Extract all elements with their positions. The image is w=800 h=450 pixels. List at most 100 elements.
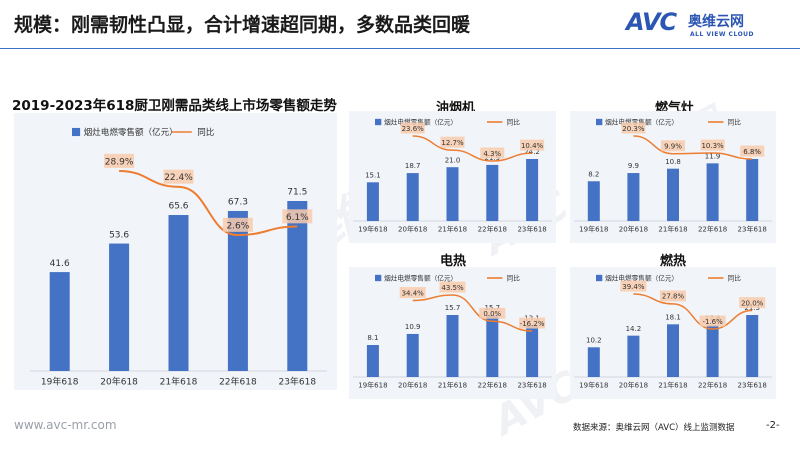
x-tick-label: 23年618 bbox=[278, 376, 316, 388]
yoy-label-box bbox=[699, 315, 726, 327]
bar bbox=[109, 243, 130, 371]
bar bbox=[667, 168, 679, 221]
legend-label-bar: 烟灶电燃零售额（亿元） bbox=[84, 126, 178, 138]
chart-title-gas-water-heater: 燃热 bbox=[660, 254, 687, 269]
legend-label-line: 同比 bbox=[507, 117, 521, 126]
x-tick-label: 23年618 bbox=[517, 225, 546, 234]
yoy-label-box bbox=[739, 297, 766, 309]
bar bbox=[746, 159, 759, 221]
x-tick-label: 23年618 bbox=[738, 225, 767, 234]
x-tick-label: 21年618 bbox=[658, 381, 687, 390]
yoy-label-box bbox=[104, 153, 135, 168]
yoy-line bbox=[633, 293, 753, 330]
bar-value-label: 18.1 bbox=[665, 313, 681, 321]
yoy-label-box bbox=[620, 280, 647, 292]
bar bbox=[168, 215, 189, 371]
bar-value-label: 71.5 bbox=[287, 188, 307, 198]
yoy-label: 10.3% bbox=[701, 142, 724, 150]
yoy-label: 43.5% bbox=[441, 284, 464, 292]
bar bbox=[406, 333, 419, 377]
x-tick-label: 20年618 bbox=[398, 381, 427, 390]
bar-value-label: 24.2 bbox=[524, 148, 540, 156]
bar bbox=[667, 324, 679, 377]
main-chart-panel: 烟灶电燃零售额（亿元） 同比 41.6 19年618 53.6 20年618 65.6 21年… bbox=[14, 113, 337, 390]
page-title: 规模：刚需韧性凸显，合计增速超同期，多数品类回暖 bbox=[14, 14, 471, 36]
bar bbox=[366, 345, 379, 377]
chart-panel-gas-water-heater: 烟灶电燃零售额（亿元） 同比 10.2 19年618 14.2 20年618 18.1 21年… bbox=[570, 267, 776, 399]
legend-label-line: 同比 bbox=[728, 273, 742, 282]
bar bbox=[49, 272, 70, 371]
x-tick-label: 21年618 bbox=[438, 381, 467, 390]
page-number: -2- bbox=[766, 420, 780, 431]
x-tick-label: 20年618 bbox=[619, 225, 648, 234]
x-tick-label: 20年618 bbox=[398, 225, 427, 234]
bar bbox=[486, 164, 499, 221]
logo-english-name: ALL VIEW CLOUD bbox=[690, 31, 755, 38]
bar-value-label: 10.2 bbox=[586, 336, 602, 344]
bar-value-label: 8.2 bbox=[588, 170, 599, 178]
bar-value-label: 15.7 bbox=[445, 304, 461, 312]
yoy-label: 2.6% bbox=[226, 221, 249, 231]
yoy-line bbox=[119, 170, 298, 237]
avc-logo: AVC 奥维云网 ALL VIEW CLOUD bbox=[626, 8, 766, 44]
yoy-label: 34.4% bbox=[402, 289, 425, 297]
yoy-label: 20.0% bbox=[741, 299, 764, 307]
legend-swatch-bar bbox=[375, 118, 382, 126]
legend-label-line: 同比 bbox=[728, 117, 742, 126]
bar bbox=[446, 315, 459, 377]
gas-stove-chart: 烟灶电燃零售额（亿元） 同比 8.2 19年618 9.9 20年618 10.8 21年61… bbox=[574, 117, 772, 234]
yoy-label-box bbox=[660, 290, 686, 302]
electric-water-heater-chart: 烟灶电燃零售额（亿元） 同比 8.1 19年618 10.9 20年618 15.7 21年6… bbox=[353, 273, 552, 390]
x-tick-label: 21年618 bbox=[438, 225, 467, 234]
bar bbox=[746, 315, 759, 377]
yoy-label-box bbox=[621, 122, 646, 134]
bar bbox=[627, 173, 640, 221]
range-hood-chart: 烟灶电燃零售额（亿元） 同比 15.1 19年618 18.7 20年618 21.0 21年… bbox=[353, 117, 552, 234]
bar-value-label: 10.9 bbox=[405, 323, 421, 331]
bar bbox=[587, 181, 600, 221]
bar-value-label: 67.3 bbox=[228, 198, 248, 208]
yoy-label-box bbox=[439, 281, 466, 293]
yoy-label: -1.6% bbox=[702, 318, 723, 326]
bar bbox=[287, 201, 308, 371]
x-tick-label: 19年618 bbox=[579, 225, 608, 234]
legend-swatch-bar bbox=[375, 274, 382, 282]
legend-swatch-bar bbox=[72, 127, 81, 137]
bar-value-label: 65.6 bbox=[168, 202, 188, 212]
bar-value-label: 15.1 bbox=[365, 171, 381, 179]
x-tick-label: 21年618 bbox=[658, 225, 687, 234]
yoy-label: 28.9% bbox=[105, 157, 134, 167]
bar-value-label: 41.6 bbox=[50, 259, 70, 269]
yoy-label-box bbox=[661, 140, 685, 152]
yoy-label: 10.4% bbox=[521, 142, 544, 150]
bar-value-label: 14.2 bbox=[626, 325, 642, 333]
x-tick-label: 21年618 bbox=[160, 376, 198, 388]
legend-label-bar: 烟灶电燃零售额（亿元） bbox=[384, 273, 457, 282]
bar-value-label: 11.9 bbox=[705, 152, 721, 160]
legend-swatch-bar bbox=[596, 274, 603, 282]
chart-panel-gas-stove: 烟灶电燃零售额（亿元） 同比 8.2 19年618 9.9 20年618 10.8 21年61… bbox=[570, 111, 776, 243]
bar-value-label: 8.1 bbox=[367, 334, 378, 342]
x-tick-label: 19年618 bbox=[41, 376, 79, 388]
legend-label-bar: 烟灶电燃零售额（亿元） bbox=[605, 273, 678, 282]
bar bbox=[227, 210, 248, 371]
main-chart: 烟灶电燃零售额（亿元） 同比 41.6 19年618 53.6 20年618 65.6 21年… bbox=[30, 126, 327, 388]
chart-panel-electric-water-heater: 烟灶电燃零售额（亿元） 同比 8.1 19年618 10.9 20年618 15.7 21年6… bbox=[349, 267, 556, 399]
yoy-label: 12.7% bbox=[441, 139, 464, 147]
yoy-label: -16.2% bbox=[520, 320, 545, 328]
chart-title-electric-water-heater: 电热 bbox=[440, 254, 467, 269]
bar-value-label: 9.9 bbox=[628, 162, 639, 170]
yoy-label: 6.8% bbox=[743, 148, 761, 156]
yoy-label-box bbox=[400, 122, 425, 134]
yoy-label: 6.1% bbox=[286, 213, 309, 223]
x-tick-label: 23年618 bbox=[517, 381, 546, 390]
x-tick-label: 22年618 bbox=[698, 225, 727, 234]
header-divider bbox=[0, 48, 800, 49]
footer-url: www.avc-mr.com bbox=[14, 418, 117, 432]
bar bbox=[526, 159, 539, 221]
bar-value-label: 53.6 bbox=[109, 230, 129, 240]
gas-water-heater-chart: 烟灶电燃零售额（亿元） 同比 10.2 19年618 14.2 20年618 18.1 21年… bbox=[574, 273, 772, 390]
x-tick-label: 19年618 bbox=[358, 225, 387, 234]
x-tick-label: 20年618 bbox=[619, 381, 648, 390]
yoy-label: 9.9% bbox=[664, 143, 682, 151]
